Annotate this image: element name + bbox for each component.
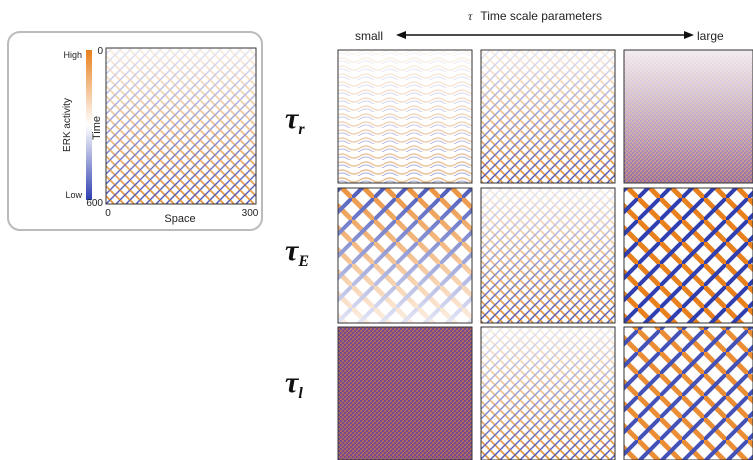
panel-frame xyxy=(480,326,616,460)
panel-frame xyxy=(623,49,753,184)
y-axis-label: Time xyxy=(91,116,103,140)
panel-frame xyxy=(337,49,473,184)
x-tick-label: 300 xyxy=(242,208,259,219)
header-title: τ Time scale parameters xyxy=(468,9,602,23)
panel-fade xyxy=(338,188,472,323)
kymograph xyxy=(624,188,753,323)
colorbar-label: ERK activity xyxy=(62,98,73,152)
y-tick-label: 0 xyxy=(97,46,103,57)
kymograph xyxy=(624,327,753,460)
header-left: small xyxy=(355,29,383,43)
panel-fade xyxy=(481,188,615,323)
panel-fade xyxy=(338,50,472,183)
panel-fade xyxy=(624,50,753,183)
kymograph xyxy=(338,327,472,460)
panels xyxy=(105,47,753,460)
x-axis-label: Space xyxy=(164,213,195,225)
colorbar-low: Low xyxy=(65,190,82,200)
colorbar-high: High xyxy=(63,50,82,60)
panel-frame xyxy=(105,47,257,205)
header-right: large xyxy=(697,29,724,43)
panel-frame xyxy=(623,326,753,460)
panel-fade xyxy=(481,327,615,460)
panel-fade xyxy=(481,50,615,183)
row-label: τr xyxy=(285,102,305,138)
y-tick-label: 600 xyxy=(86,198,103,209)
x-tick-label: 0 xyxy=(105,208,111,219)
panel-frame xyxy=(480,187,616,324)
colorbar xyxy=(86,50,92,200)
row-label: τl xyxy=(285,366,303,402)
panel-frame xyxy=(337,187,473,324)
panel-frame xyxy=(623,187,753,324)
panel-fade xyxy=(106,48,256,204)
row-label: τE xyxy=(285,234,309,270)
panel-frame xyxy=(480,49,616,184)
panel-frame xyxy=(337,326,473,460)
